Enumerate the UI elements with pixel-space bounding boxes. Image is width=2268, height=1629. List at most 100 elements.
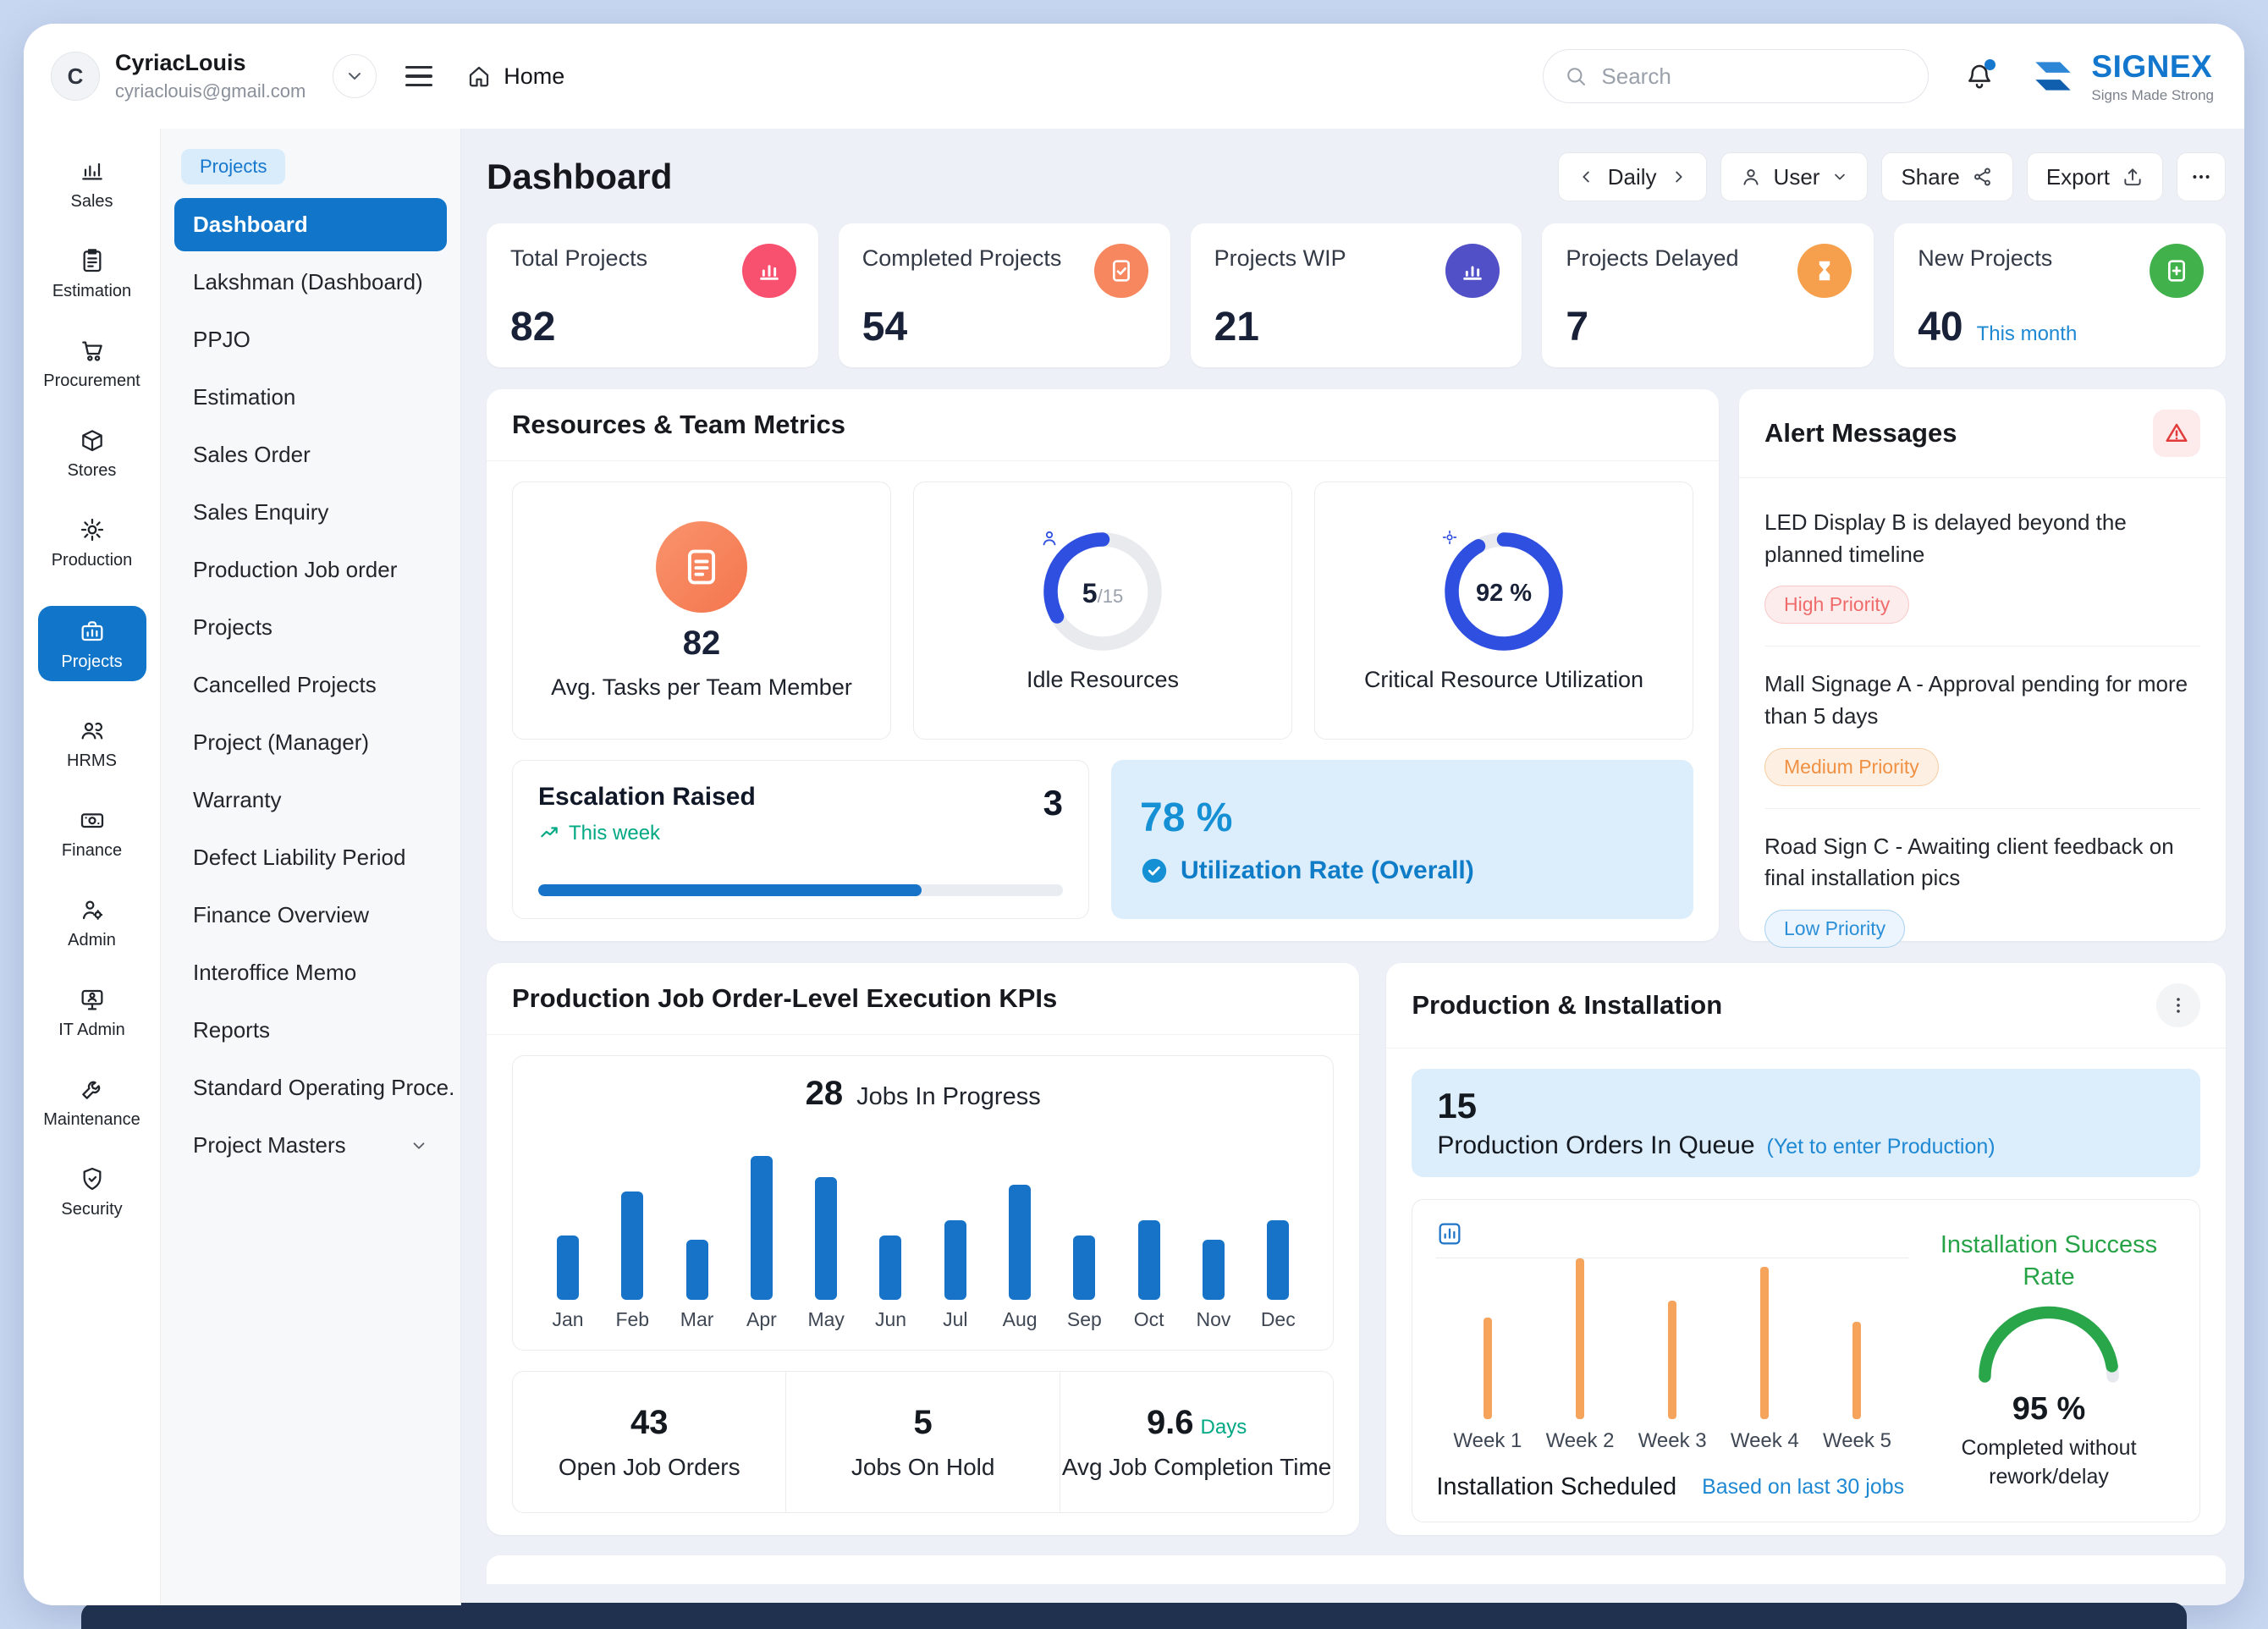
menu-item-defect-liability-period[interactable]: Defect Liability Period (193, 845, 406, 870)
job-order-kpis-card: Production Job Order-Level Execution KPI… (487, 963, 1360, 1535)
escalation-progress-bar (538, 884, 1063, 896)
notification-dot (1984, 59, 1996, 70)
chevron-right-icon[interactable] (1669, 168, 1687, 186)
user-icon (1740, 166, 1762, 188)
hamburger-menu-icon[interactable] (405, 65, 433, 87)
escalation-raised-card: Escalation Raised This week 3 (512, 760, 1089, 919)
rail-item-it-admin[interactable]: IT Admin (38, 986, 146, 1040)
search-input[interactable] (1601, 63, 1908, 90)
menu-item-finance-overview[interactable]: Finance Overview (193, 902, 370, 927)
check-circle-icon (1140, 856, 1169, 885)
sales-chart-icon (79, 157, 106, 184)
menu-item-ppjo[interactable]: PPJO (193, 327, 250, 352)
export-icon (2122, 166, 2144, 188)
period-selector[interactable]: Daily (1557, 152, 1707, 201)
menu-item-sales-enquiry[interactable]: Sales Enquiry (193, 499, 329, 525)
rail-item-projects[interactable]: Projects (37, 606, 146, 681)
menu-item-interoffice-memo[interactable]: Interoffice Memo (193, 960, 357, 985)
clipboard-icon (79, 247, 106, 274)
kebab-menu-icon[interactable] (2156, 983, 2200, 1027)
users-icon (79, 717, 106, 744)
idle-resources-metric: 5/15 Idle Resources (913, 482, 1292, 740)
rail-item-production[interactable]: Production (38, 516, 146, 570)
based-on-link[interactable]: Based on last 30 jobs (1702, 1475, 1905, 1499)
installation-scheduled-chart: Week 1 Week 2 Week 3 Week 4 Week 5 Insta… (1412, 1199, 2200, 1522)
alert-item: Mall Signage A - Approval pending for mo… (1764, 647, 2200, 809)
alert-item: LED Display B is delayed beyond the plan… (1764, 485, 2200, 647)
share-label: Share (1901, 163, 1960, 190)
menu-item-projects[interactable]: Projects (193, 614, 272, 640)
chevron-down-icon (1831, 168, 1848, 185)
rail-item-admin[interactable]: Admin (38, 896, 146, 950)
alerts-title: Alert Messages (1764, 418, 1957, 448)
profile-chevron-button[interactable] (333, 54, 377, 98)
user-email: cyriaclouis@gmail.com (115, 80, 306, 102)
utilization-rate-card: 78 % Utilization Rate (Overall) (1111, 760, 1693, 919)
rail-item-maintenance[interactable]: Maintenance (38, 1076, 146, 1130)
wrench-icon (79, 1076, 106, 1103)
rail-item-sales[interactable]: Sales (38, 157, 146, 212)
avatar: C (51, 52, 100, 101)
hourglass-icon (1797, 244, 1852, 298)
rail-item-hrms[interactable]: HRMS (38, 717, 146, 771)
rail-item-finance[interactable]: Finance (38, 806, 146, 861)
menu-item-standard-operating-procedure[interactable]: Standard Operating Proce. (193, 1075, 455, 1100)
kpi-projects-wip: Projects WIP 21 (1190, 223, 1522, 367)
more-options-button[interactable] (2177, 152, 2226, 201)
kpi-new-projects: New Projects 40 This month (1894, 223, 2226, 367)
menu-item-warranty[interactable]: Warranty (193, 787, 282, 812)
menu-item-production-job-order[interactable]: Production Job order (193, 557, 398, 582)
menu-item-estimation[interactable]: Estimation (193, 384, 296, 410)
kpi-completed-projects: Completed Projects 54 (838, 223, 1170, 367)
chevron-down-icon (344, 66, 365, 86)
home-nav[interactable]: Home (466, 63, 564, 90)
menu-item-reports[interactable]: Reports (193, 1017, 271, 1043)
document-icon (656, 520, 747, 613)
home-icon (466, 63, 492, 89)
export-button[interactable]: Export (2026, 152, 2163, 201)
menu-item-cancelled-projects[interactable]: Cancelled Projects (193, 672, 377, 697)
menu-item-project-manager[interactable]: Project (Manager) (193, 729, 370, 755)
doc-check-icon (1093, 244, 1148, 298)
banknote-icon (79, 806, 106, 834)
logo-name: SIGNEX (2091, 48, 2213, 84)
rail-item-estimation[interactable]: Estimation (38, 247, 146, 301)
alert-triangle-icon[interactable] (2153, 410, 2200, 457)
user-filter-dropdown[interactable]: User (1720, 152, 1869, 201)
rail-item-procurement[interactable]: Procurement (38, 337, 146, 391)
priority-badge: High Priority (1764, 586, 1910, 625)
brand-logo: SIGNEX Signs Made Strong (2029, 49, 2214, 104)
resources-title: Resources & Team Metrics (512, 410, 845, 439)
top-bar: C CyriacLouis cyriaclouis@gmail.com Home (24, 24, 2244, 129)
doc-plus-icon (2149, 244, 2204, 298)
chevron-down-icon (410, 1136, 428, 1155)
rail-item-security[interactable]: Security (38, 1165, 146, 1219)
avg-tasks-metric: 82 Avg. Tasks per Team Member (512, 482, 891, 740)
menu-item-lakshman-dashboard[interactable]: Lakshman (Dashboard) (193, 269, 423, 294)
mini-bar-chart-icon (1436, 1220, 1908, 1247)
job-stats-row: 43 Open Job Orders 5 Jobs On Hold 9.6 Day… (512, 1371, 1335, 1513)
priority-badge: Low Priority (1764, 910, 1906, 949)
share-button[interactable]: Share (1881, 152, 2013, 201)
kpi-row: Total Projects 82 Completed Projects 54 … (487, 223, 2226, 367)
search-bar[interactable] (1543, 49, 1929, 103)
rail-item-stores[interactable]: Stores (38, 427, 146, 481)
briefcase-chart-icon (79, 618, 106, 645)
installation-success-gauge: Installation Success Rate 95 % Completed… (1940, 1231, 2158, 1489)
search-icon (1564, 64, 1588, 88)
alert-messages-card: Alert Messages LED Display B is delayed … (1739, 389, 2226, 949)
bar-chart-icon (741, 244, 796, 298)
notification-bell-icon[interactable] (1964, 59, 1996, 91)
chevron-left-icon[interactable] (1577, 168, 1596, 186)
menu-item-dashboard[interactable]: Dashboard (174, 198, 447, 251)
user-profile[interactable]: C CyriacLouis cyriaclouis@gmail.com (51, 50, 377, 102)
menu-item-sales-order[interactable]: Sales Order (193, 442, 311, 467)
signex-logo-icon (2029, 52, 2078, 101)
kpi-projects-delayed: Projects Delayed 7 (1542, 223, 1874, 367)
production-installation-card: Production & Installation 15 Production … (1386, 963, 2226, 1535)
bottom-dark-bar (81, 1603, 2187, 1629)
menu-section-badge: Projects (181, 149, 286, 184)
export-label: Export (2045, 163, 2110, 190)
menu-item-project-masters[interactable]: Project Masters (174, 1119, 447, 1172)
production-title: Production & Installation (1412, 990, 1723, 1020)
